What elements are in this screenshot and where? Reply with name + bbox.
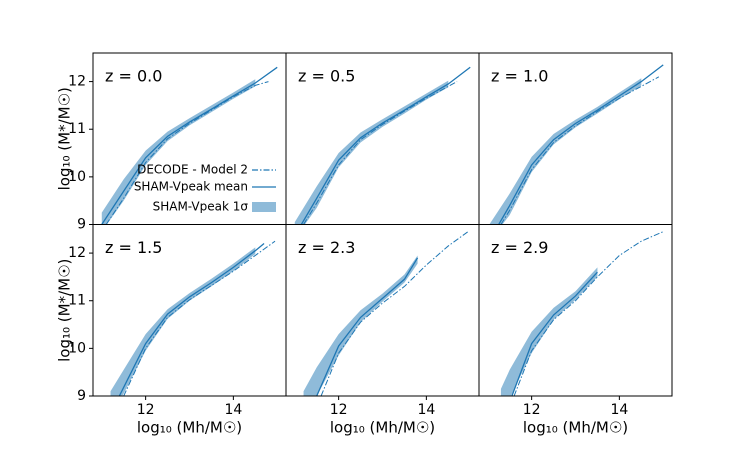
mean-line <box>498 64 664 225</box>
plot-area <box>500 231 664 396</box>
panel-title: z = 0.0 <box>105 67 162 86</box>
plot-area <box>110 240 276 396</box>
panel-frame <box>478 224 673 397</box>
decode-line <box>513 231 664 396</box>
panel-title: z = 2.3 <box>298 238 355 257</box>
plot-area <box>303 231 469 396</box>
x-axis-label: log₁₀ (Mh/M☉) <box>137 419 242 437</box>
y-tick-label: 9 <box>77 388 86 404</box>
y-tick-label: 12 <box>68 74 86 90</box>
plot-area <box>101 66 278 225</box>
y-tick-label: 11 <box>68 121 86 137</box>
decode-line <box>320 231 469 396</box>
y-tick-label: 9 <box>77 217 86 233</box>
panel-title: z = 0.5 <box>298 67 355 86</box>
decode-line <box>303 81 458 225</box>
mean-line <box>511 271 598 396</box>
panel-title: z = 1.0 <box>491 67 548 86</box>
legend-label: DECODE - Model 2 <box>137 163 248 177</box>
legend-swatch <box>252 202 276 212</box>
y-tick-label: 11 <box>68 293 86 309</box>
panel-title: z = 2.9 <box>491 238 548 257</box>
y-axis-label: log₁₀ (M*/M☉) <box>56 87 74 190</box>
sigma-band <box>500 267 598 396</box>
x-axis-label: log₁₀ (Mh/M☉) <box>330 419 435 437</box>
mean-line <box>316 257 419 396</box>
panel-title: z = 1.5 <box>105 238 162 257</box>
plot-area <box>294 66 471 225</box>
x-tick-label: 12 <box>523 402 541 418</box>
legend-label: SHAM-Vpeak mean <box>134 180 248 194</box>
x-tick-label: 14 <box>610 402 628 418</box>
sigma-band <box>294 80 449 225</box>
decode-line <box>500 76 660 225</box>
sigma-band <box>101 79 256 225</box>
sigma-band <box>489 78 642 225</box>
decode-line <box>123 240 276 396</box>
y-tick-label: 12 <box>68 245 86 261</box>
y-tick-label: 10 <box>68 340 86 356</box>
mean-line <box>118 243 265 396</box>
mean-line <box>101 66 278 225</box>
sigma-band <box>110 247 256 396</box>
mean-line <box>300 66 471 225</box>
x-tick-label: 14 <box>417 402 435 418</box>
sigma-band <box>303 255 418 396</box>
x-axis-label: log₁₀ (Mh/M☉) <box>523 419 628 437</box>
decode-line <box>105 81 269 225</box>
x-tick-label: 12 <box>137 402 155 418</box>
x-tick-label: 12 <box>330 402 348 418</box>
x-tick-label: 14 <box>224 402 242 418</box>
y-tick-label: 10 <box>68 169 86 185</box>
y-axis-label: log₁₀ (M*/M☉) <box>56 259 74 362</box>
legend-label: SHAM-Vpeak 1σ <box>153 200 249 214</box>
plot-area <box>489 64 664 225</box>
